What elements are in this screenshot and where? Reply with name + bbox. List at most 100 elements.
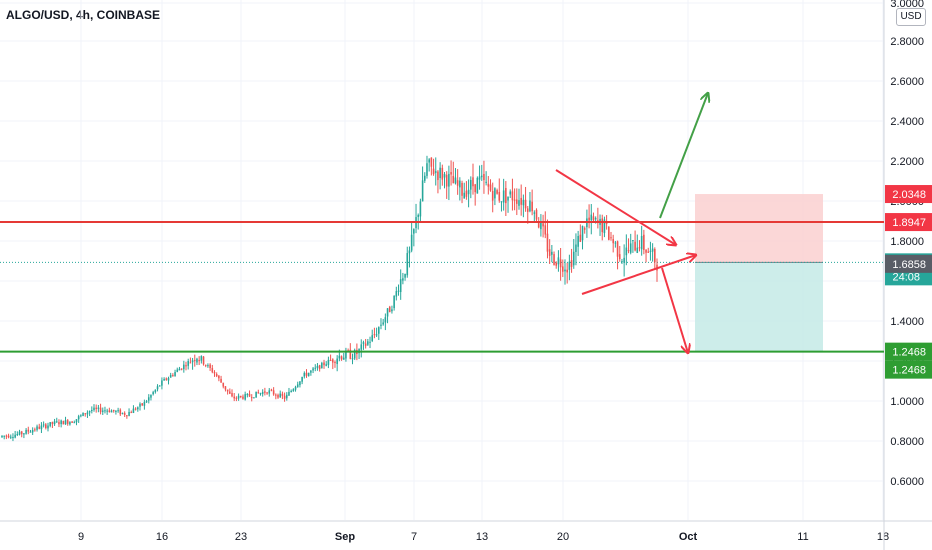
candle bbox=[454, 168, 457, 185]
candle-body bbox=[82, 412, 84, 416]
candle-body bbox=[204, 364, 207, 366]
candle bbox=[445, 171, 448, 199]
candle bbox=[419, 198, 422, 222]
candle bbox=[351, 353, 354, 365]
wedge-lower-arrow bbox=[581, 255, 696, 295]
candle-body bbox=[601, 218, 604, 233]
currency-button[interactable]: USD bbox=[896, 8, 926, 26]
candle bbox=[154, 389, 157, 394]
candle bbox=[520, 184, 522, 216]
candle bbox=[303, 371, 306, 379]
chart-title: ALGO/USD, 4h, COINBASE bbox=[6, 8, 161, 22]
candle-body bbox=[654, 248, 656, 263]
candle-body bbox=[636, 247, 639, 254]
candle-body bbox=[345, 350, 347, 359]
candle-body bbox=[106, 410, 108, 412]
candle-body bbox=[443, 174, 446, 178]
candle-body bbox=[9, 436, 12, 438]
candle bbox=[323, 359, 325, 369]
candle bbox=[327, 356, 330, 369]
candle-body bbox=[34, 429, 36, 431]
candle bbox=[623, 244, 625, 277]
candle-body bbox=[91, 410, 93, 412]
candle bbox=[434, 157, 437, 186]
candle-body bbox=[97, 407, 100, 409]
candle-body bbox=[152, 392, 154, 395]
candle-body bbox=[117, 410, 119, 412]
candle-body bbox=[463, 192, 466, 199]
candle-body bbox=[99, 407, 102, 413]
candle bbox=[505, 181, 507, 217]
candle bbox=[191, 357, 194, 370]
candle-body bbox=[583, 228, 586, 230]
candle bbox=[38, 423, 41, 430]
candle-body bbox=[450, 172, 452, 175]
candle-body bbox=[478, 176, 481, 180]
candle-body bbox=[77, 416, 80, 420]
candle bbox=[77, 414, 80, 423]
price-tag-label: 1.2468 bbox=[892, 347, 926, 359]
candle bbox=[540, 214, 542, 237]
candle bbox=[342, 352, 345, 360]
candle-body bbox=[158, 385, 161, 387]
candle-body bbox=[156, 386, 159, 390]
candle-body bbox=[618, 254, 621, 260]
candle-body bbox=[292, 389, 295, 392]
candle-body bbox=[649, 250, 652, 252]
candle bbox=[452, 161, 455, 184]
candle bbox=[614, 240, 617, 248]
candle bbox=[316, 363, 319, 371]
candle-body bbox=[176, 369, 179, 372]
candle-body bbox=[437, 171, 439, 181]
candle-body bbox=[55, 421, 58, 423]
candle-body bbox=[529, 200, 531, 212]
candle-body bbox=[634, 241, 636, 251]
x-tick-label: 18 bbox=[877, 531, 889, 543]
candle-body bbox=[20, 431, 23, 435]
candle-body bbox=[310, 370, 312, 373]
candle-body bbox=[299, 381, 301, 386]
candle-body bbox=[316, 365, 319, 368]
candle bbox=[222, 382, 225, 389]
candle bbox=[235, 396, 238, 402]
candle bbox=[551, 244, 553, 263]
candle-body bbox=[268, 390, 271, 394]
candle-body bbox=[283, 395, 286, 399]
candle bbox=[95, 404, 97, 413]
candle bbox=[104, 406, 106, 414]
candle bbox=[189, 357, 192, 364]
candle bbox=[244, 391, 246, 401]
candle-body bbox=[388, 306, 391, 313]
candle-body bbox=[329, 359, 332, 361]
candle-body bbox=[610, 237, 612, 239]
candle-body bbox=[253, 397, 255, 399]
candle bbox=[415, 203, 417, 234]
candle-body bbox=[391, 309, 393, 312]
candle bbox=[568, 254, 571, 281]
candle-body bbox=[616, 241, 619, 257]
candle bbox=[391, 305, 393, 314]
candle bbox=[213, 370, 216, 377]
candle-body bbox=[126, 415, 128, 417]
candle-body bbox=[66, 420, 69, 424]
candle-body bbox=[564, 269, 566, 272]
candle-body bbox=[426, 163, 428, 176]
candle bbox=[169, 372, 172, 378]
candle bbox=[88, 410, 91, 417]
candle bbox=[25, 428, 27, 435]
candle bbox=[121, 412, 124, 415]
y-tick-label: 0.8000 bbox=[890, 436, 924, 448]
candle-body bbox=[71, 421, 73, 423]
candle-body bbox=[629, 243, 632, 253]
candle-body bbox=[526, 208, 529, 212]
candle-body bbox=[161, 380, 163, 386]
candle bbox=[377, 326, 380, 340]
candle bbox=[334, 360, 336, 368]
candle bbox=[371, 329, 374, 343]
candle bbox=[27, 426, 30, 435]
candle bbox=[461, 180, 463, 204]
candle-body bbox=[627, 250, 630, 252]
candle bbox=[123, 411, 126, 418]
candle bbox=[395, 286, 398, 301]
